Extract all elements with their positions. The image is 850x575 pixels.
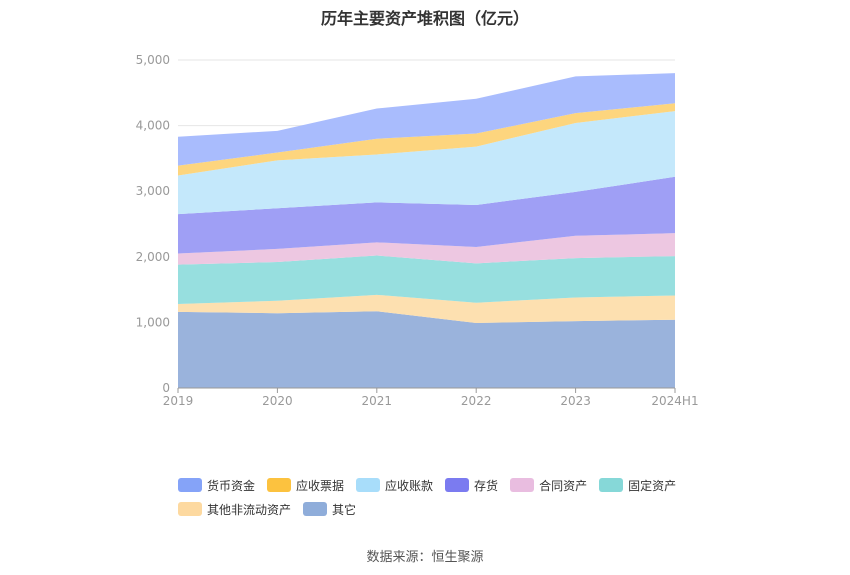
area-series bbox=[178, 73, 675, 388]
area-固定资产 bbox=[178, 255, 675, 305]
area-应收账款 bbox=[178, 111, 675, 215]
legend-item[interactable]: 应收账款 bbox=[356, 473, 433, 497]
legend-label: 其他非流动资产 bbox=[207, 502, 292, 517]
x-tick-label: 2024H1 bbox=[651, 394, 698, 408]
data-source: 数据来源：恒生聚源 bbox=[366, 550, 484, 565]
area-货币资金 bbox=[178, 73, 675, 166]
legend-item[interactable]: 固定资产 bbox=[599, 473, 676, 497]
legend-swatch bbox=[178, 478, 202, 492]
x-tick-label: 2020 bbox=[262, 394, 293, 408]
y-tick-label: 2,000 bbox=[136, 250, 170, 264]
x-tick-label: 2022 bbox=[461, 394, 492, 408]
chart-title: 历年主要资产堆积图（亿元） bbox=[320, 9, 529, 28]
legend-label: 固定资产 bbox=[628, 478, 677, 493]
y-tick-label: 3,000 bbox=[136, 184, 170, 198]
legend-item[interactable]: 存货 bbox=[445, 473, 498, 497]
legend-swatch bbox=[303, 502, 328, 516]
x-tick-label: 2023 bbox=[560, 394, 591, 408]
x-tick-label: 2021 bbox=[362, 394, 393, 408]
legend-item[interactable]: 货币资金 bbox=[178, 473, 255, 497]
legend: 货币资金 应收票据 应收账款 存货 合同资产 固定资产其他非流动资产 其它 bbox=[178, 473, 698, 521]
legend-label: 货币资金 bbox=[207, 478, 256, 493]
legend-label: 合同资产 bbox=[539, 478, 588, 493]
area-存货 bbox=[178, 176, 675, 254]
legend-item[interactable]: 合同资产 bbox=[510, 473, 587, 497]
area-其他非流动资产 bbox=[178, 294, 675, 324]
y-tick-label: 5,000 bbox=[136, 53, 170, 67]
legend-item[interactable]: 应收票据 bbox=[267, 473, 344, 497]
x-tick-label: 2019 bbox=[163, 394, 194, 408]
legend-swatch bbox=[599, 478, 624, 492]
legend-label: 其它 bbox=[332, 502, 357, 517]
legend-item[interactable]: 其它 bbox=[303, 497, 356, 521]
axes: 0 1,000 2,000 3,000 4,000 5,000 2019 2020 2021 20… bbox=[136, 53, 699, 408]
y-tick-label: 0 bbox=[162, 381, 170, 395]
legend-label: 应收账款 bbox=[385, 478, 434, 493]
legend-swatch bbox=[356, 478, 381, 492]
area-应收票据 bbox=[178, 103, 675, 176]
y-tick-label: 1,000 bbox=[136, 315, 170, 329]
legend-label: 存货 bbox=[474, 478, 499, 493]
legend-item[interactable]: 其他非流动资产 bbox=[178, 497, 291, 521]
legend-label: 应收票据 bbox=[296, 478, 345, 493]
legend-swatch bbox=[267, 478, 292, 492]
y-tick-label: 4,000 bbox=[136, 119, 170, 133]
area-合同资产 bbox=[178, 233, 675, 265]
area-其它 bbox=[178, 311, 675, 388]
legend-swatch bbox=[510, 478, 535, 492]
legend-swatch bbox=[445, 478, 470, 492]
legend-swatch bbox=[178, 502, 202, 516]
